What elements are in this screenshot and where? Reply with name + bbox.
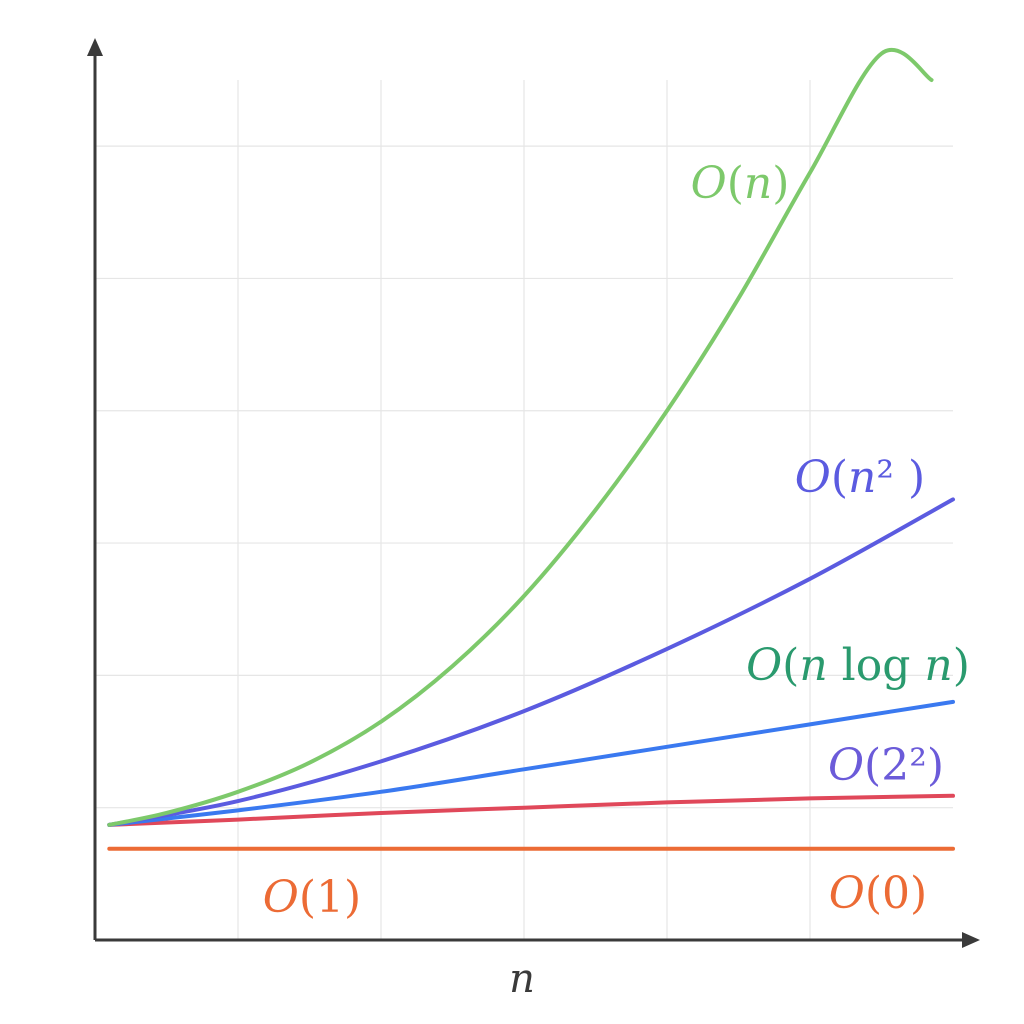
series-line-2	[107, 699, 955, 827]
annotation-o-0: O(0)	[829, 868, 927, 919]
axes	[87, 38, 980, 948]
x-axis-arrow	[962, 932, 980, 948]
series-labels: O(n) O(n² ) O(n log n) O(2²) O(1) O(0)	[263, 158, 970, 923]
series-label-o-1: O(1)	[263, 872, 361, 923]
series-line-3	[107, 793, 955, 827]
series-label-o-n: O(n)	[691, 158, 790, 209]
series-label-o-2-squared: O(2²)	[828, 740, 944, 791]
series-line-1	[107, 497, 955, 827]
y-axis-arrow	[87, 38, 103, 56]
x-axis-label: n	[509, 956, 535, 1002]
series-line-0	[107, 48, 934, 827]
series-lines	[107, 48, 955, 851]
series-label-o-n-log-n: O(n log n)	[746, 640, 970, 691]
series-label-o-n-squared: O(n² )	[795, 452, 925, 503]
